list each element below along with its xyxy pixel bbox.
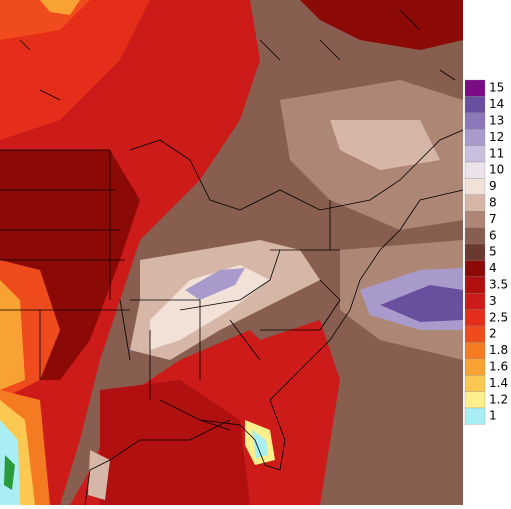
color-swatch bbox=[464, 178, 486, 195]
color-swatch bbox=[464, 243, 486, 261]
colorbar: 15 14 13 12 11 10 9 8 7 6 5 4 3.5 3 2.5 2 1.8 1.6 1.4 1.2 1 bbox=[464, 79, 508, 425]
colorbar-label: 4 bbox=[489, 261, 497, 275]
colorbar-label: 7 bbox=[489, 212, 497, 226]
colorbar-label: 9 bbox=[489, 179, 497, 193]
colorbar-label: 6 bbox=[489, 228, 497, 242]
color-swatch bbox=[464, 79, 486, 97]
color-swatch bbox=[464, 227, 486, 245]
color-swatch bbox=[464, 112, 486, 130]
color-swatch bbox=[464, 391, 486, 409]
colorbar-label: 5 bbox=[489, 245, 497, 259]
color-swatch bbox=[464, 145, 486, 163]
colorbar-label: 1.4 bbox=[489, 376, 508, 390]
color-swatch bbox=[464, 293, 486, 310]
color-swatch bbox=[464, 194, 486, 212]
colorbar-label: 12 bbox=[489, 130, 504, 144]
color-swatch bbox=[464, 129, 486, 146]
color-swatch bbox=[464, 96, 486, 113]
color-swatch bbox=[464, 260, 486, 277]
map bbox=[0, 0, 464, 506]
colorbar-label: 13 bbox=[489, 114, 504, 128]
color-swatch bbox=[464, 309, 486, 327]
color-swatch bbox=[464, 325, 486, 343]
colorbar-label: 3 bbox=[489, 294, 497, 308]
colorbar-label: 3.5 bbox=[489, 278, 508, 292]
colorbar-label: 14 bbox=[489, 97, 504, 111]
color-swatch bbox=[464, 375, 486, 392]
colorbar-label: 11 bbox=[489, 146, 504, 160]
color-swatch bbox=[464, 342, 486, 359]
colorbar-label: 1.8 bbox=[489, 343, 508, 357]
colorbar-label: 10 bbox=[489, 163, 504, 177]
colorbar-label: 8 bbox=[489, 196, 497, 210]
colorbar-label: 2.5 bbox=[489, 310, 508, 324]
color-swatch bbox=[464, 358, 486, 376]
colorbar-label: 1 bbox=[489, 409, 497, 423]
colorbar-label: 1.2 bbox=[489, 392, 508, 406]
colorbar-label: 15 bbox=[489, 81, 504, 95]
color-swatch bbox=[464, 407, 486, 425]
color-swatch bbox=[464, 211, 486, 228]
color-swatch bbox=[464, 276, 486, 294]
color-swatch bbox=[464, 161, 486, 179]
colorbar-label: 1.6 bbox=[489, 360, 508, 374]
colorbar-label: 2 bbox=[489, 327, 497, 341]
